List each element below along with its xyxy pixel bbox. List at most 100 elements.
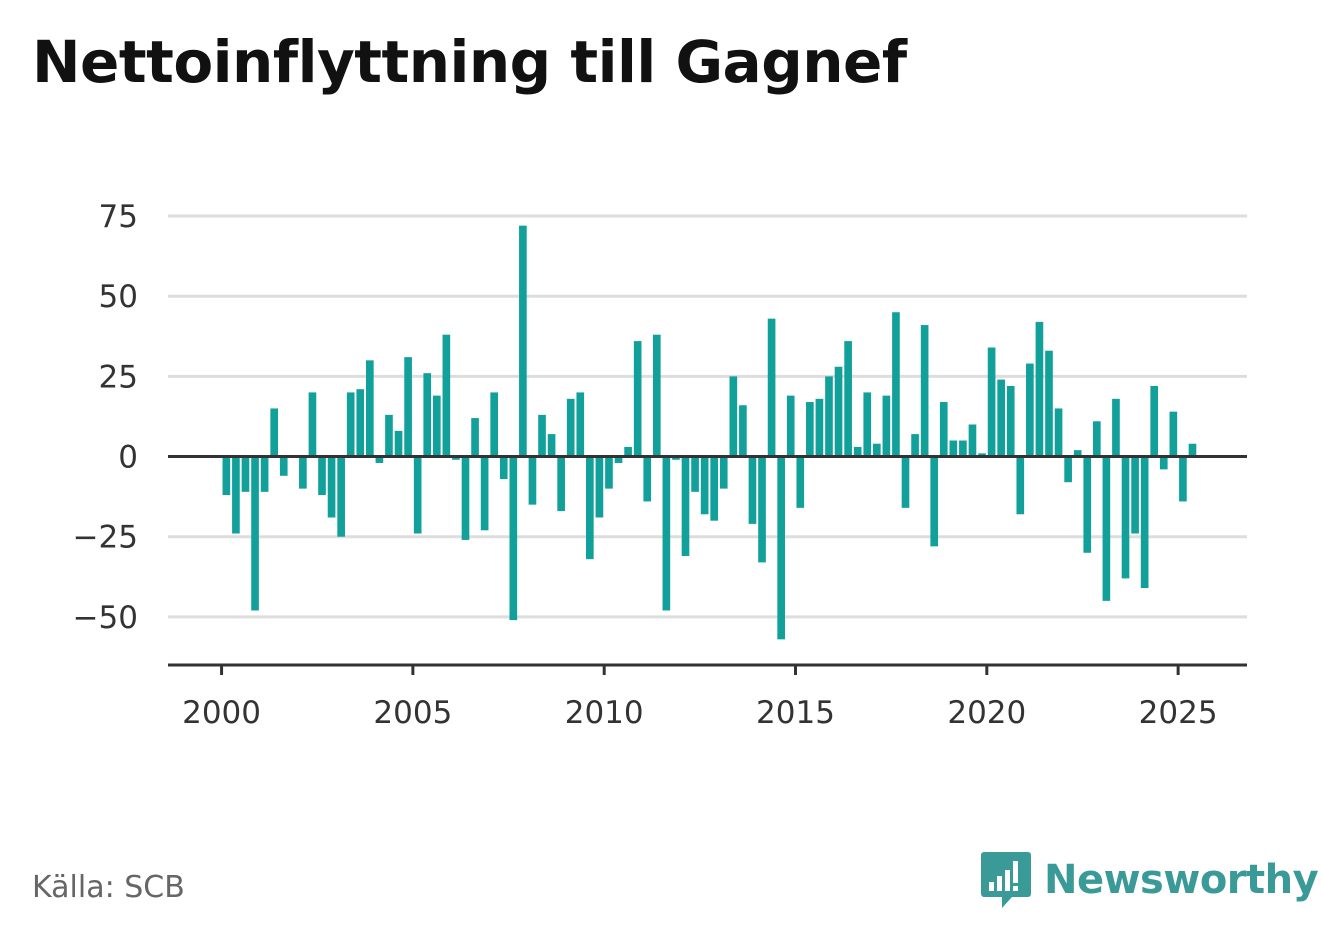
bars (222, 225, 1197, 640)
bar (442, 334, 451, 457)
bar (901, 456, 910, 508)
bar (576, 392, 585, 457)
bar (232, 456, 240, 534)
y-tick-label: 75 (99, 199, 138, 235)
bar (222, 456, 231, 496)
bar (404, 357, 412, 457)
bar (394, 430, 403, 457)
bar (959, 440, 967, 457)
bar (318, 456, 326, 496)
bar (605, 456, 613, 489)
x-tick-label: 2025 (1139, 695, 1218, 731)
x-tick-label: 2010 (565, 695, 644, 731)
bar (251, 456, 259, 611)
axes (168, 455, 1247, 675)
bar (911, 434, 919, 457)
x-axis-labels: 2000 2005 2010 2015 2020 2025 (182, 695, 1217, 731)
bar (681, 456, 690, 556)
bar (997, 379, 1005, 457)
bar (356, 389, 365, 457)
bar (710, 456, 719, 521)
bar (719, 456, 728, 489)
bar (1159, 456, 1168, 470)
bar (939, 402, 948, 457)
bar (1064, 456, 1072, 483)
bar (557, 456, 565, 512)
bar (471, 418, 479, 457)
newsworthy-logo: Newsworthy (980, 850, 1319, 910)
bar (786, 395, 795, 457)
bar (863, 392, 872, 457)
bar (375, 456, 384, 463)
bar (662, 456, 671, 611)
bar (413, 456, 422, 534)
bar (1092, 421, 1101, 457)
bar (739, 405, 747, 457)
bar (346, 392, 355, 457)
bar (260, 456, 269, 492)
bar (1121, 456, 1130, 579)
bar (729, 376, 738, 457)
bar (758, 456, 766, 563)
bar (700, 456, 709, 515)
bar (949, 440, 958, 457)
bar (308, 392, 317, 457)
bar (1026, 363, 1034, 457)
chart-title: Nettoinflyttning till Gagnef (32, 28, 907, 96)
bar (767, 318, 776, 457)
bar (1131, 456, 1139, 534)
bar (586, 456, 594, 560)
bar (452, 456, 460, 460)
bar (806, 402, 814, 457)
y-tick-label: 50 (99, 279, 138, 315)
bar (595, 456, 604, 518)
bar (1016, 456, 1025, 515)
bar (633, 341, 642, 457)
bar (547, 434, 556, 457)
y-tick-label: −50 (73, 600, 138, 636)
bar (385, 414, 393, 457)
bar (978, 453, 986, 457)
bar (461, 456, 470, 540)
x-tick-label: 2020 (947, 695, 1026, 731)
x-tick-label: 2005 (373, 695, 452, 731)
bar (432, 395, 441, 457)
bar (748, 456, 757, 524)
brand-name: Newsworthy (1044, 857, 1319, 903)
bar (509, 456, 518, 621)
bar (815, 398, 824, 457)
bar (796, 456, 805, 508)
bar (1140, 456, 1149, 589)
bar (1102, 456, 1111, 601)
bar (672, 456, 680, 460)
bar (853, 446, 862, 457)
bar (892, 312, 900, 457)
bar (270, 408, 279, 457)
bar (519, 225, 527, 457)
bar (279, 456, 288, 476)
bar (844, 341, 852, 457)
bar (480, 456, 489, 531)
bar (1179, 456, 1187, 502)
bar (566, 398, 575, 457)
bar (987, 347, 996, 457)
bar (691, 456, 699, 492)
bar (777, 456, 785, 640)
bar (528, 456, 537, 505)
bar (337, 456, 345, 537)
bar (834, 366, 843, 457)
bar (538, 414, 546, 457)
y-axis-labels: 75 50 25 0 −25 −50 (73, 199, 138, 636)
bar (1083, 456, 1092, 553)
bar (643, 456, 652, 502)
bar (882, 395, 891, 457)
bar-chart-speech-icon (981, 852, 1031, 908)
bar (1054, 408, 1063, 457)
x-tick-label: 2000 (182, 695, 261, 731)
bar (490, 392, 499, 457)
bar (366, 360, 374, 457)
bar (1188, 443, 1197, 457)
bar (327, 456, 336, 518)
x-tick-label: 2015 (756, 695, 835, 731)
bar (624, 446, 632, 457)
